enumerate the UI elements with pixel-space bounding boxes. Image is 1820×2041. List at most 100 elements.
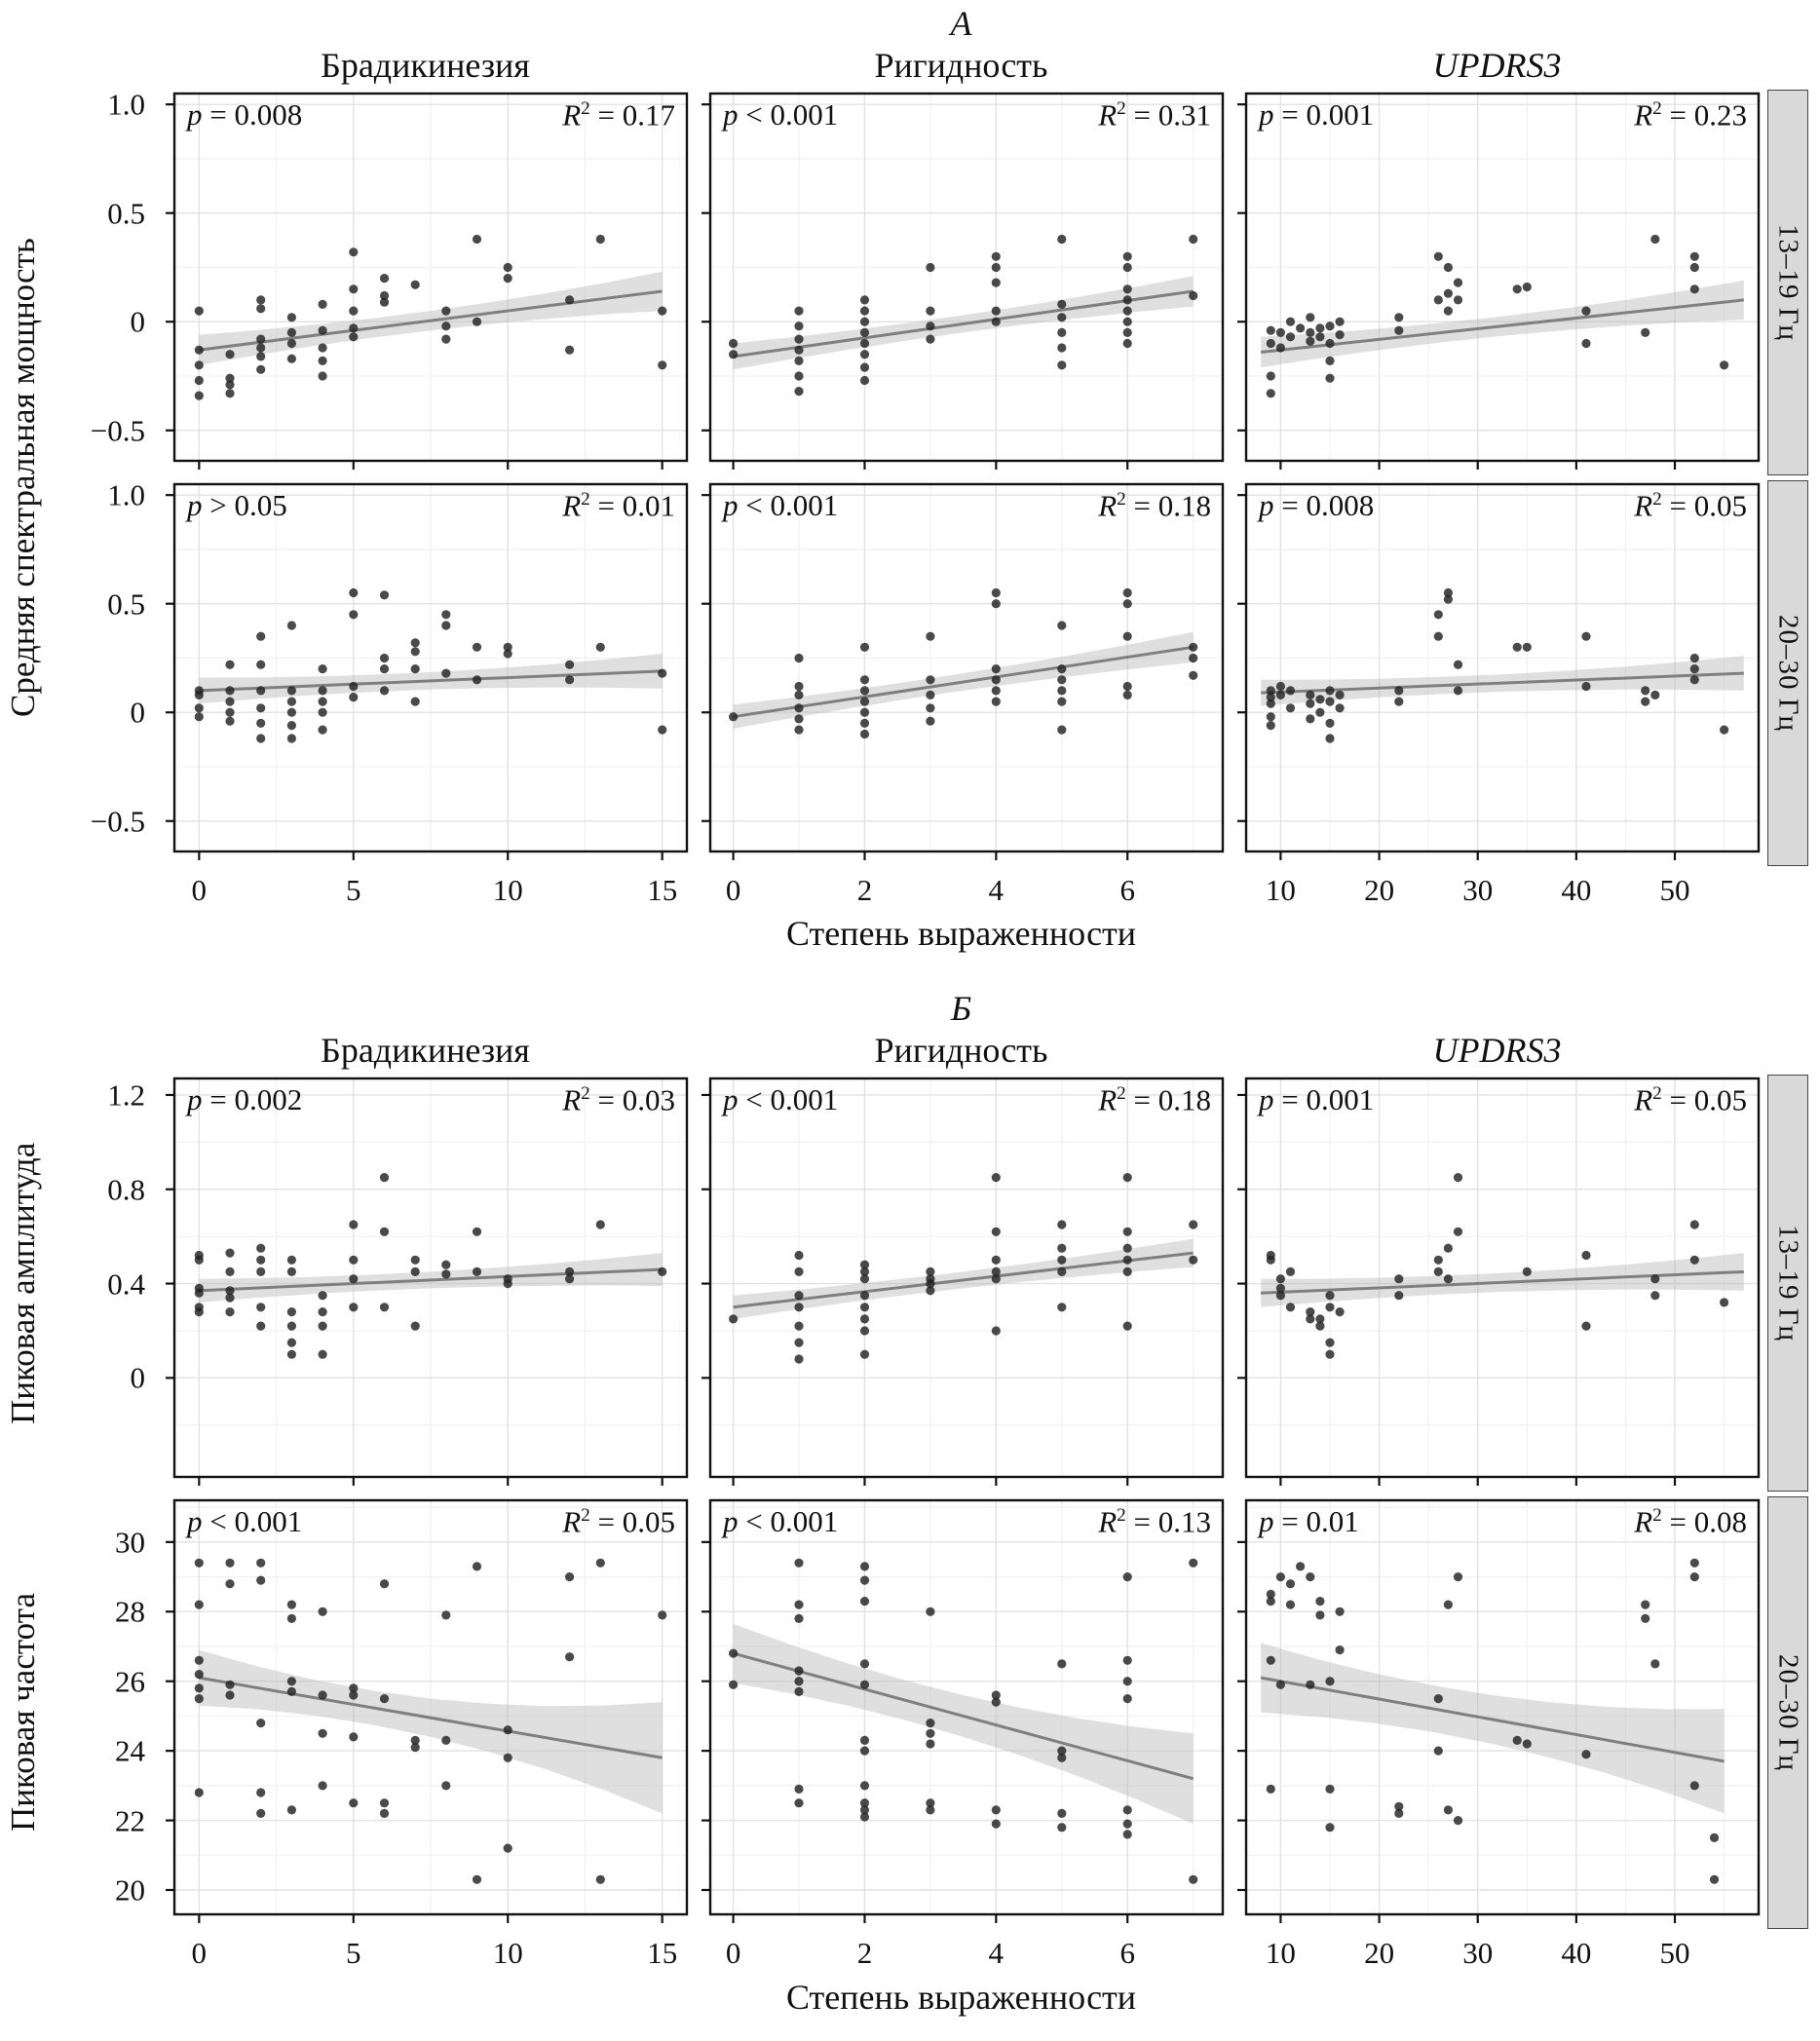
x-tick-label: 5 [346,1936,361,1970]
y-axis-tick-labels: 30 28 26 24 22 20 [14,1496,155,1929]
x-tick-label: 20 [1364,1936,1395,1970]
p-value-label: p = 0.01 [1259,1504,1359,1538]
x-tick-label: 40 [1561,873,1592,907]
x-tick-label: 10 [1265,873,1296,907]
y-tick-label: 1.0 [107,87,145,122]
subplot-power-1319-bradykinesia: p = 0.008 R2 = 0.17 [160,90,691,475]
x-tick-label: 10 [492,873,523,907]
x-tick-label: 5 [346,873,361,907]
scatter-plot-svg [701,1077,1225,1486]
row-strip-20-30: 20–30 Гц [1767,1496,1808,1929]
scatter-plot-svg [166,482,689,860]
subplot-power-2030-bradykinesia: p > 0.05 R2 = 0.01 [160,480,691,866]
y-tick-label: 0 [130,695,146,730]
subplot-power-2030-updrs3: p = 0.008 R2 = 0.05 [1232,480,1763,866]
x-tick-label: 0 [191,873,208,907]
x-tick-label: 2 [856,873,873,907]
r-squared-label: R2 = 0.17 [562,97,675,132]
x-tick-label: 0 [725,873,741,907]
y-axis-tick-labels: 1.2 0.8 0.4 0 [14,1075,155,1492]
y-axis-tick-labels: 1.0 0.5 0 −0.5 [14,90,155,475]
subplot-power-1319-rigidity: p < 0.001 R2 = 0.31 [696,90,1227,475]
row-strip-20-30: 20–30 Гц [1767,480,1808,866]
y-axis-title-frequency: Пиковая частота [4,1593,42,1833]
x-axis-tick-labels: 0 2 4 6 [696,871,1227,908]
p-value-label: p = 0.008 [187,97,303,132]
p-value-label: p = 0.001 [1259,1082,1375,1116]
y-axis-title-power: Средняя спектральная мощность [4,238,42,718]
subplot-power-2030-rigidity: p < 0.001 R2 = 0.18 [696,480,1227,866]
r-squared-label: R2 = 0.13 [1098,1504,1211,1539]
y-tick-label: 0 [130,1360,146,1395]
scatter-plot-svg [166,1077,689,1486]
x-tick-label: 6 [1119,873,1135,907]
r-squared-label: R2 = 0.08 [1634,1504,1747,1539]
x-tick-label: 30 [1462,873,1494,907]
y-tick-label: 0.8 [107,1172,145,1207]
row-strip-label: 13–19 Гц [1772,1224,1804,1342]
panel-b: Б Брадикинезия Ригидность UPDRS3 1.2 0.8 0… [0,989,1820,2019]
r-squared-label: R2 = 0.05 [562,1504,675,1539]
column-header-updrs3: UPDRS3 [1432,1031,1562,1070]
y-tick-label: 28 [115,1594,145,1629]
r-squared-label: R2 = 0.01 [562,488,675,523]
subplot-frequency-2030-bradykinesia: p < 0.001 R2 = 0.05 [160,1496,691,1929]
scatter-plot-svg [1237,92,1761,470]
y-tick-label: 30 [115,1525,145,1560]
p-value-label: p < 0.001 [723,488,839,522]
x-tick-label: 0 [191,1936,208,1970]
x-tick-label: 2 [856,1936,873,1970]
x-axis-tick-labels: 0 5 10 15 [160,1934,691,1971]
scatter-plot-svg [1237,1077,1761,1486]
p-value-label: p > 0.05 [187,488,287,522]
panel-a: А Брадикинезия Ригидность UPDRS3 1.0 0.5 0… [0,4,1820,954]
x-tick-label: 50 [1659,1936,1690,1970]
x-axis-title: Степень выраженности [785,1978,1137,2017]
row-strip-label: 20–30 Гц [1772,1653,1804,1772]
subplot-frequency-2030-rigidity: p < 0.001 R2 = 0.13 [696,1496,1227,1929]
p-value-label: p = 0.001 [1259,97,1375,132]
r-squared-label: R2 = 0.18 [1098,488,1211,523]
y-tick-label: 0 [130,304,146,339]
r-squared-label: R2 = 0.03 [562,1082,675,1117]
x-tick-label: 4 [988,873,1005,907]
y-tick-label: −0.5 [90,804,145,839]
x-tick-label: 15 [647,1936,678,1970]
subplot-frequency-2030-updrs3: p = 0.01 R2 = 0.08 [1232,1496,1763,1929]
y-tick-label: 1.0 [107,477,145,512]
subplot-power-1319-updrs3: p = 0.001 R2 = 0.23 [1232,90,1763,475]
x-axis-tick-labels: 0 2 4 6 [696,1934,1227,1971]
x-tick-label: 6 [1119,1936,1135,1970]
column-header-bradykinesia: Брадикинезия [321,46,530,85]
column-header-rigidity: Ригидность [874,1031,1048,1070]
x-tick-label: 30 [1462,1936,1494,1970]
scatter-plot-svg [701,1498,1225,1923]
scatter-plot-svg [1237,482,1761,860]
panel-b-title: Б [950,989,972,1028]
row-strip-label: 13–19 Гц [1772,223,1804,342]
column-header-rigidity: Ригидность [874,46,1048,85]
p-value-label: p < 0.001 [723,1504,839,1538]
row-strip-13-19: 13–19 Гц [1767,90,1808,475]
column-header-bradykinesia: Брадикинезия [321,1031,530,1070]
r-squared-label: R2 = 0.05 [1634,488,1747,523]
y-tick-label: 0.4 [107,1266,145,1302]
row-strip-label: 20–30 Гц [1772,614,1804,733]
scatter-plot-svg [701,482,1225,860]
subplot-amplitude-1319-rigidity: p < 0.001 R2 = 0.18 [696,1075,1227,1492]
y-tick-label: 22 [115,1803,145,1838]
r-squared-label: R2 = 0.05 [1634,1082,1747,1117]
scatter-plot-svg [166,92,689,470]
y-tick-label: 20 [115,1872,145,1908]
subplot-amplitude-1319-bradykinesia: p = 0.002 R2 = 0.03 [160,1075,691,1492]
x-axis-tick-labels: 10 20 30 40 50 [1232,1934,1763,1971]
x-tick-label: 40 [1561,1936,1592,1970]
x-tick-label: 10 [492,1936,523,1970]
r-squared-label: R2 = 0.31 [1098,97,1211,132]
subplot-amplitude-1319-updrs3: p = 0.001 R2 = 0.05 [1232,1075,1763,1492]
scatter-plot-svg [166,1498,689,1923]
r-squared-label: R2 = 0.18 [1098,1082,1211,1117]
x-tick-label: 15 [647,873,678,907]
scatter-plot-svg [701,92,1225,470]
